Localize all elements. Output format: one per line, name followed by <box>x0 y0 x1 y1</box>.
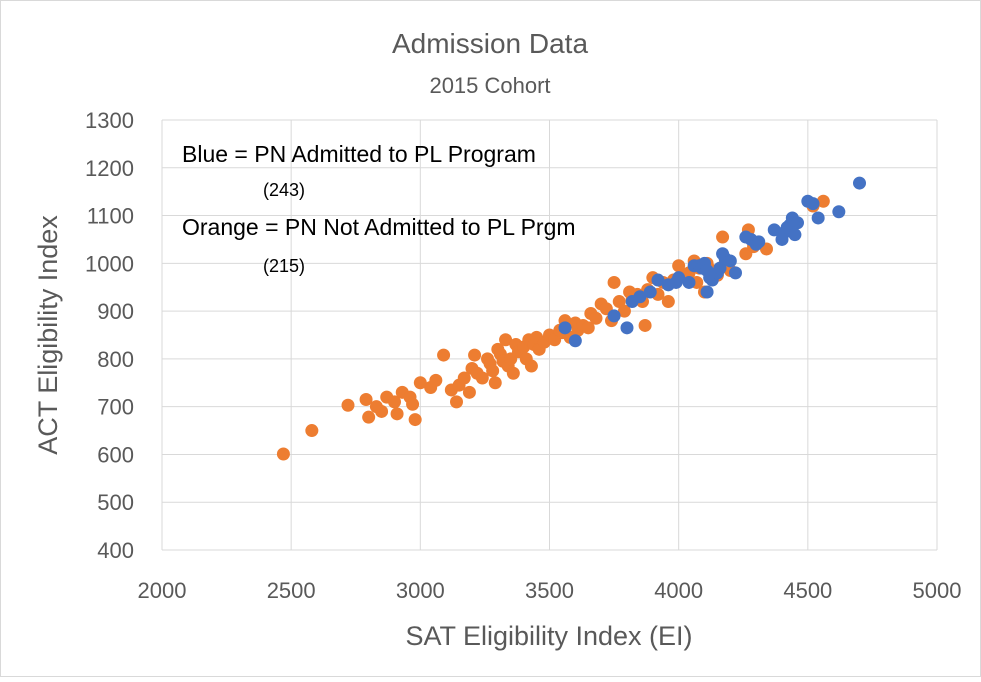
y-axis-label: ACT Eligibility Index <box>33 215 63 455</box>
blue-data-point <box>811 211 825 225</box>
blue-data-point <box>788 228 802 242</box>
blue-data-point <box>568 334 582 348</box>
legend-count-blue: (243) <box>263 180 305 200</box>
blue-data-point <box>723 254 737 268</box>
y-tick-label: 1000 <box>85 251 134 276</box>
x-tick-label: 2000 <box>138 578 187 603</box>
y-tick-label: 600 <box>97 442 134 467</box>
orange-data-point <box>661 295 675 309</box>
blue-data-point <box>767 223 781 237</box>
y-tick-label: 400 <box>97 538 134 563</box>
orange-data-point <box>305 424 319 438</box>
legend-count-orange: (215) <box>263 256 305 276</box>
blue-data-point <box>672 271 686 285</box>
orange-data-point <box>589 311 603 325</box>
y-tick-label: 800 <box>97 347 134 372</box>
chart-subtitle: 2015 Cohort <box>429 73 550 98</box>
orange-data-point <box>413 376 427 390</box>
legend-annotation-blue: Blue = PN Admitted to PL Program <box>182 141 536 167</box>
orange-data-point <box>612 295 626 309</box>
orange-data-point <box>457 371 471 385</box>
x-tick-label: 4500 <box>783 578 832 603</box>
y-tick-label: 1200 <box>85 156 134 181</box>
orange-data-point <box>388 395 401 409</box>
y-tick-label: 700 <box>97 395 134 420</box>
x-tick-label: 3000 <box>396 578 445 603</box>
x-tick-label: 4000 <box>654 578 703 603</box>
orange-data-point <box>716 230 730 244</box>
orange-data-point <box>429 373 443 387</box>
y-tick-label: 900 <box>97 299 134 324</box>
x-tick-labels: 2000 2500 3000 3500 4000 4500 5000 <box>138 578 962 603</box>
orange-data-point <box>638 318 652 332</box>
orange-data-point <box>524 359 538 373</box>
blue-data-point <box>729 266 742 280</box>
orange-data-point <box>816 194 830 208</box>
blue-data-point <box>700 285 714 299</box>
orange-data-point <box>499 333 513 347</box>
blue-data-point <box>607 309 621 323</box>
orange-data-point <box>462 385 476 399</box>
x-tick-label: 2500 <box>267 578 316 603</box>
orange-data-point <box>617 304 631 318</box>
legend-annotation-orange: Orange = PN Not Admitted to PL Prgm <box>182 214 576 240</box>
blue-data-point <box>806 197 820 211</box>
y-tick-label: 1300 <box>85 108 134 133</box>
orange-data-point <box>486 364 500 378</box>
orange-data-point <box>506 366 520 380</box>
blue-data-point <box>713 261 727 275</box>
blue-data-point <box>682 275 696 289</box>
blue-data-point <box>853 176 866 190</box>
orange-data-point <box>450 395 463 409</box>
y-tick-labels: 400 500 600 700 800 900 1000 1100 1200 1300 <box>85 108 134 563</box>
orange-data-point <box>672 259 686 273</box>
blue-data-point <box>643 285 657 299</box>
orange-data-point <box>362 410 376 424</box>
orange-data-point <box>276 447 290 461</box>
y-tick-label: 500 <box>97 490 134 515</box>
orange-data-point <box>607 275 621 289</box>
x-tick-label: 3500 <box>525 578 574 603</box>
blue-data-point <box>633 290 647 304</box>
orange-data-point <box>488 376 502 390</box>
blue-data-point <box>752 235 766 249</box>
blue-data-point <box>651 273 665 287</box>
orange-data-point <box>581 321 595 335</box>
x-axis-label: SAT Eligibility Index (EI) <box>405 621 692 651</box>
orange-data-point <box>390 407 404 421</box>
blue-data-point <box>620 321 634 335</box>
orange-data-point <box>408 413 422 427</box>
orange-data-point <box>375 404 389 418</box>
x-tick-label: 5000 <box>913 578 962 603</box>
blue-data-point <box>558 321 572 335</box>
blue-data-point <box>791 216 804 230</box>
data-points <box>276 176 866 461</box>
orange-data-point <box>359 393 373 406</box>
orange-data-point <box>468 348 482 362</box>
blue-data-point <box>832 205 846 219</box>
y-tick-label: 1100 <box>87 204 134 229</box>
chart-title: Admission Data <box>392 28 589 59</box>
orange-data-point <box>406 397 420 411</box>
orange-data-point <box>341 398 355 412</box>
orange-data-point <box>437 348 451 362</box>
orange-data-point <box>475 371 489 385</box>
